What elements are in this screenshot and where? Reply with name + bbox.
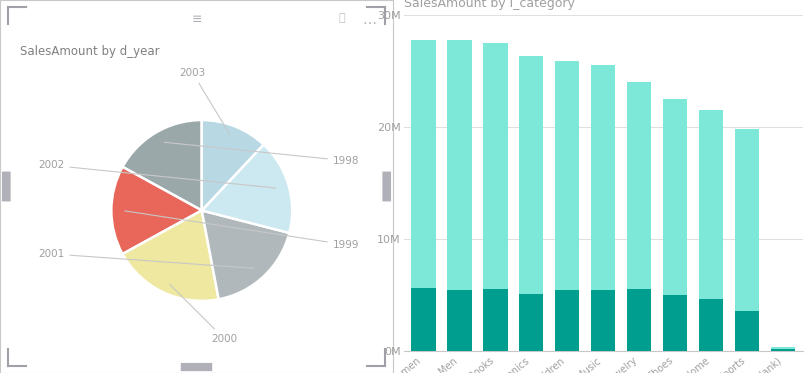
- Wedge shape: [111, 167, 202, 254]
- Wedge shape: [123, 120, 202, 210]
- Bar: [483, 43, 508, 289]
- Text: SalesAmount by i_category: SalesAmount by i_category: [404, 0, 575, 10]
- Bar: [447, 290, 471, 351]
- Bar: [735, 311, 759, 351]
- Wedge shape: [202, 120, 264, 210]
- Text: 2002: 2002: [38, 160, 275, 188]
- Text: ⧉: ⧉: [339, 13, 345, 23]
- Bar: [627, 289, 651, 351]
- Text: ≡: ≡: [191, 13, 202, 26]
- Bar: [771, 349, 796, 351]
- Bar: [555, 290, 579, 351]
- FancyBboxPatch shape: [181, 363, 212, 371]
- Wedge shape: [202, 210, 290, 299]
- Wedge shape: [123, 210, 219, 301]
- Bar: [411, 288, 436, 351]
- Text: 2000: 2000: [169, 285, 237, 344]
- Bar: [411, 40, 436, 288]
- Bar: [555, 61, 579, 290]
- Text: 1998: 1998: [164, 142, 359, 166]
- Bar: [591, 65, 616, 290]
- FancyBboxPatch shape: [383, 172, 391, 201]
- Text: 2003: 2003: [180, 68, 230, 134]
- Bar: [483, 289, 508, 351]
- FancyBboxPatch shape: [2, 172, 10, 201]
- Bar: [735, 129, 759, 311]
- Text: …: …: [362, 13, 376, 27]
- Wedge shape: [202, 145, 292, 233]
- Bar: [771, 347, 796, 349]
- Text: 2001: 2001: [38, 249, 253, 268]
- Bar: [699, 110, 723, 299]
- Bar: [591, 290, 616, 351]
- Bar: [663, 295, 688, 351]
- Bar: [627, 82, 651, 289]
- Text: SalesAmount by d_year: SalesAmount by d_year: [19, 45, 159, 58]
- Text: 1999: 1999: [125, 211, 359, 250]
- Bar: [519, 56, 543, 294]
- Bar: [663, 99, 688, 295]
- Bar: [699, 299, 723, 351]
- Bar: [447, 40, 471, 290]
- Bar: [519, 294, 543, 351]
